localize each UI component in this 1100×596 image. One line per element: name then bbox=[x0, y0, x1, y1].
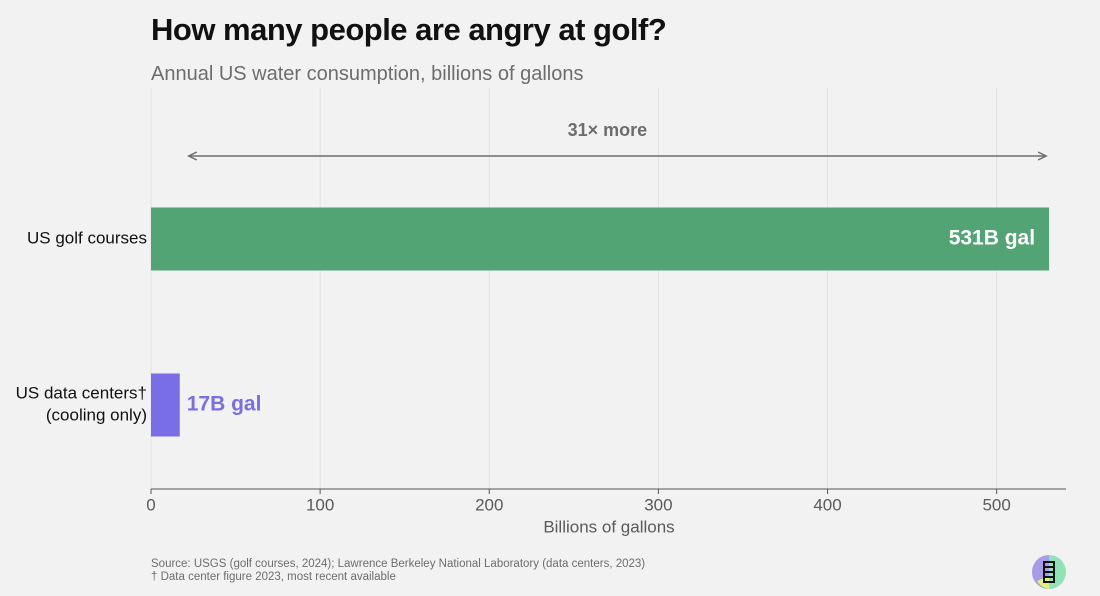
category-label: (cooling only) bbox=[46, 405, 147, 424]
x-tick-label: 0 bbox=[146, 495, 155, 514]
chart-title: How many people are angry at golf? bbox=[151, 12, 667, 47]
x-tick-label: 100 bbox=[306, 495, 334, 514]
category-label: US golf courses bbox=[27, 228, 147, 247]
chart-subtitle: Annual US water consumption, billions of… bbox=[151, 63, 584, 85]
x-tick-label: 500 bbox=[982, 495, 1010, 514]
footnote: † Data center figure 2023, most recent a… bbox=[151, 571, 396, 583]
x-axis-title: Billions of gallons bbox=[543, 517, 674, 536]
x-tick-label: 200 bbox=[475, 495, 503, 514]
source-note: Source: USGS (golf courses, 2024); Lawre… bbox=[151, 558, 646, 570]
x-tick-label: 300 bbox=[644, 495, 672, 514]
annotation-label: 31× more bbox=[568, 120, 648, 140]
bar bbox=[151, 373, 180, 437]
category-label: US data centers† bbox=[16, 383, 147, 402]
arrowhead-left-icon bbox=[187, 151, 198, 161]
x-tick-label: 400 bbox=[813, 495, 841, 514]
bar bbox=[151, 207, 1050, 271]
data-label: 531B gal bbox=[949, 227, 1035, 250]
arrowhead-right-icon bbox=[1037, 151, 1048, 161]
data-label: 17B gal bbox=[187, 393, 262, 416]
brand-logo-icon bbox=[1032, 555, 1066, 589]
